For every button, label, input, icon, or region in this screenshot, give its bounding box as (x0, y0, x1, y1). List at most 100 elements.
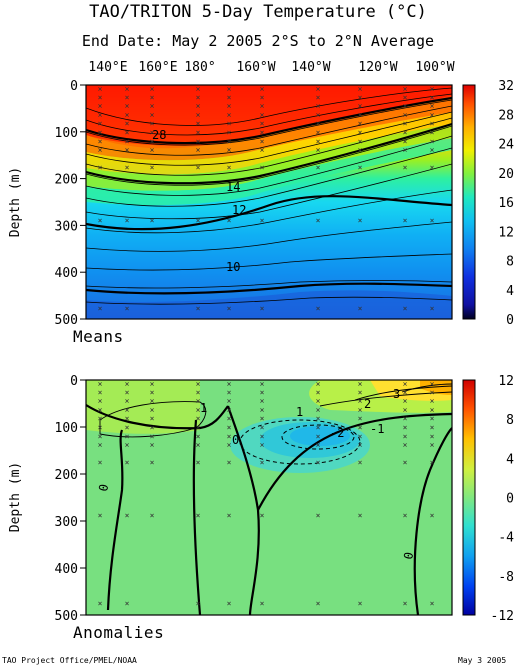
sensor-marker: × (150, 414, 155, 423)
sensor-marker: × (125, 405, 130, 414)
sensor-marker: × (98, 599, 103, 608)
sensor-marker: × (196, 304, 201, 313)
sensor-marker: × (150, 146, 155, 155)
sensor-marker: × (430, 128, 435, 137)
contour-label: 3 (393, 387, 400, 401)
contour-label: 12 (232, 203, 246, 217)
colorbar-tick-label: 4 (506, 284, 514, 299)
sensor-marker: × (150, 441, 155, 450)
sensor-marker: × (125, 84, 130, 93)
sensor-marker: × (430, 119, 435, 128)
colorbar-tick-label: 20 (498, 167, 514, 182)
sensor-marker: × (150, 432, 155, 441)
means-panel: 28 14 12 10 × × × × × × × × × × × × × × × × × × × × × × × × × × × ×… (8, 79, 514, 328)
sensor-marker: × (196, 388, 201, 397)
sensor-marker: × (227, 93, 232, 102)
sensor-marker: × (98, 93, 103, 102)
sensor-marker: × (98, 128, 103, 137)
anomalies-colorbar (462, 379, 476, 616)
sensor-marker: × (125, 119, 130, 128)
contour-label: 2 (364, 397, 371, 411)
colorbar-tick-label: 0 (506, 492, 514, 507)
sensor-marker: × (260, 93, 265, 102)
sensor-marker: × (150, 102, 155, 111)
sensor-marker: × (260, 511, 265, 520)
colorbar-tick-label: 12 (498, 374, 514, 389)
sensor-marker: × (196, 599, 201, 608)
sensor-marker: × (150, 405, 155, 414)
sensor-marker: × (403, 304, 408, 313)
sensor-marker: × (403, 397, 408, 406)
sensor-marker: × (227, 128, 232, 137)
sensor-marker: × (227, 388, 232, 397)
sensor-marker: × (260, 137, 265, 146)
sensor-marker: × (430, 432, 435, 441)
sensor-marker: × (227, 119, 232, 128)
sensor-marker: × (358, 458, 363, 467)
sensor-marker: × (403, 511, 408, 520)
sensor-marker: × (316, 304, 321, 313)
sensor-marker: × (316, 84, 321, 93)
sensor-marker: × (227, 599, 232, 608)
sensor-marker: × (430, 379, 435, 388)
sensor-marker: × (260, 216, 265, 225)
sensor-marker: × (150, 137, 155, 146)
sensor-marker: × (196, 128, 201, 137)
sensor-marker: × (430, 511, 435, 520)
sensor-marker: × (98, 397, 103, 406)
sensor-marker: × (358, 110, 363, 119)
sensor-marker: × (196, 216, 201, 225)
sensor-marker: × (430, 405, 435, 414)
sensor-marker: × (358, 163, 363, 172)
sensor-marker: × (227, 511, 232, 520)
sensor-marker: × (358, 304, 363, 313)
sensor-marker: × (430, 388, 435, 397)
anomalies-panel-label: Anomalies (73, 623, 165, 642)
sensor-marker: × (316, 397, 321, 406)
sensor-marker: × (196, 405, 201, 414)
sensor-marker: × (227, 405, 232, 414)
sensor-marker: × (430, 84, 435, 93)
sensor-marker: × (358, 137, 363, 146)
anomalies-panel: 3 2 1 -1 -2 0 1 0 0 × × × × × × × × × × × × × × × × × × × ×… (8, 374, 514, 624)
y-tick-label: 100 (55, 126, 78, 141)
colorbar-tick-label: -12 (491, 609, 514, 624)
y-axis-label: Depth (m) (8, 167, 23, 237)
sensor-marker: × (403, 414, 408, 423)
sensor-marker: × (316, 405, 321, 414)
sensor-marker: × (403, 423, 408, 432)
sensor-marker: × (125, 441, 130, 450)
sensor-marker: × (150, 128, 155, 137)
sensor-marker: × (196, 146, 201, 155)
x-tick-label: 140°E (88, 60, 128, 75)
sensor-marker: × (316, 102, 321, 111)
sensor-marker: × (430, 163, 435, 172)
contour-label: 28 (152, 128, 166, 142)
sensor-marker: × (196, 511, 201, 520)
sensor-marker: × (358, 423, 363, 432)
sensor-marker: × (150, 423, 155, 432)
colorbar-tick-label: 8 (506, 413, 514, 428)
sensor-marker: × (125, 304, 130, 313)
contour-label: -1 (370, 422, 384, 436)
x-tick-label: 100°W (415, 60, 455, 75)
sensor-marker: × (403, 216, 408, 225)
colorbar-tick-label: -4 (498, 531, 514, 546)
sensor-marker: × (196, 84, 201, 93)
sensor-marker: × (316, 119, 321, 128)
sensor-marker: × (260, 128, 265, 137)
sensor-marker: × (260, 423, 265, 432)
sensor-marker: × (316, 599, 321, 608)
sensor-marker: × (403, 128, 408, 137)
sensor-marker: × (430, 441, 435, 450)
x-tick-label: 140°W (291, 60, 331, 75)
sensor-marker: × (403, 432, 408, 441)
sensor-marker: × (227, 163, 232, 172)
sensor-marker: × (125, 146, 130, 155)
sensor-marker: × (196, 163, 201, 172)
y-tick-label: 300 (55, 515, 78, 530)
sensor-marker: × (125, 93, 130, 102)
sensor-marker: × (430, 423, 435, 432)
sensor-marker: × (403, 458, 408, 467)
sensor-marker: × (403, 388, 408, 397)
